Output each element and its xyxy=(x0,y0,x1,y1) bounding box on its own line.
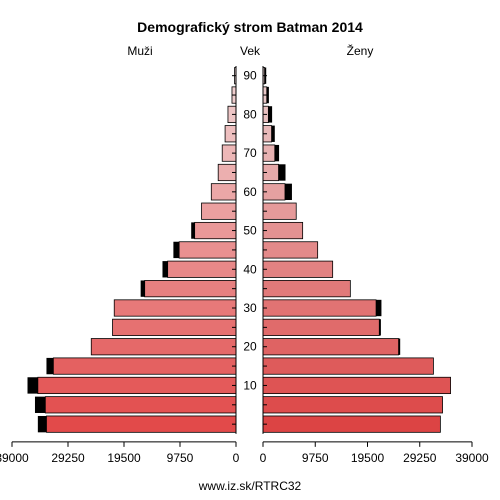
female-extra-bar-30-34 xyxy=(376,299,382,317)
male-bar-5-9 xyxy=(44,396,237,414)
female-x-tick-label: 39000 xyxy=(455,451,489,465)
age-tick-label: 60 xyxy=(243,185,257,199)
female-extra-bar-20-24 xyxy=(398,338,401,355)
female-extra-bar-75-79 xyxy=(271,125,275,142)
female-bar-30-34 xyxy=(262,299,377,317)
male-extra-bar-45-49 xyxy=(173,241,180,259)
male-x-tick-label: 0 xyxy=(233,451,240,465)
age-tick-label: 80 xyxy=(243,107,257,121)
female-extra-bar-80-84 xyxy=(268,106,273,123)
female-bar-45-49 xyxy=(262,241,319,259)
chart-title: Demografický strom Batman 2014 xyxy=(137,19,363,35)
male-x-tick-label: 9750 xyxy=(167,451,194,465)
female-bar-20-24 xyxy=(262,338,399,356)
male-bar-15-19 xyxy=(52,357,237,375)
male-extra-bar-50-54 xyxy=(191,222,195,239)
female-x-tick-label: 19500 xyxy=(351,451,385,465)
age-tick-label: 20 xyxy=(243,340,257,354)
females-label: Ženy xyxy=(347,43,374,58)
female-extra-bar-65-69 xyxy=(278,164,286,181)
female-bar-0-4 xyxy=(262,415,441,433)
male-bar-0-4 xyxy=(46,415,237,433)
bars-group xyxy=(27,67,451,433)
male-extra-bar-40-44 xyxy=(162,261,168,278)
age-tick-label: 70 xyxy=(243,146,257,160)
female-bar-40-44 xyxy=(262,260,334,278)
male-bar-30-34 xyxy=(113,299,237,317)
age-tick-label: 30 xyxy=(243,301,257,315)
male-x-tick-label: 29250 xyxy=(51,451,85,465)
age-tick-label: 40 xyxy=(243,262,257,276)
age-tick-label: 90 xyxy=(243,69,257,83)
female-bar-50-54 xyxy=(262,221,304,240)
female-x-tick-label: 9750 xyxy=(302,451,329,465)
female-x-tick-label: 0 xyxy=(260,451,267,465)
female-bar-35-39 xyxy=(262,280,351,298)
males-label: Muži xyxy=(127,44,152,58)
age-tick-label: 10 xyxy=(243,378,257,392)
male-x-tick-label: 39000 xyxy=(0,451,29,465)
male-bar-55-59 xyxy=(201,202,237,220)
male-extra-bar-5-9 xyxy=(34,396,46,413)
age-label: Vek xyxy=(240,44,261,58)
age-tick-label: 50 xyxy=(243,224,257,238)
axes-group: 10 20 30 40 50 60 70 80 90 39000 29250 19500 9750 0 0 9… xyxy=(0,66,489,465)
female-extra-bar-70-74 xyxy=(274,144,280,162)
female-extra-bar-60-64 xyxy=(284,183,292,201)
male-extra-bar-10-14 xyxy=(27,377,38,394)
female-bar-55-59 xyxy=(262,202,297,220)
female-x-tick-label: 29250 xyxy=(403,451,437,465)
male-bar-45-49 xyxy=(178,241,237,259)
female-bar-10-14 xyxy=(262,376,451,395)
female-bar-15-19 xyxy=(262,357,434,375)
male-bar-25-29 xyxy=(112,318,237,336)
male-bar-20-24 xyxy=(90,338,237,356)
male-x-tick-label: 19500 xyxy=(107,451,141,465)
male-bar-10-14 xyxy=(37,376,237,395)
male-extra-bar-35-39 xyxy=(140,280,145,297)
female-bar-5-9 xyxy=(262,396,443,414)
male-extra-bar-0-4 xyxy=(37,415,47,433)
female-bar-25-29 xyxy=(262,318,380,336)
male-bar-35-39 xyxy=(144,280,237,298)
footer-url: www.iz.sk/RTRC32 xyxy=(198,479,302,493)
male-bar-40-44 xyxy=(167,260,237,278)
female-extra-bar-85-89 xyxy=(266,86,269,104)
male-bar-50-54 xyxy=(194,221,237,240)
male-extra-bar-15-19 xyxy=(46,357,54,375)
female-extra-bar-25-29 xyxy=(379,319,381,336)
